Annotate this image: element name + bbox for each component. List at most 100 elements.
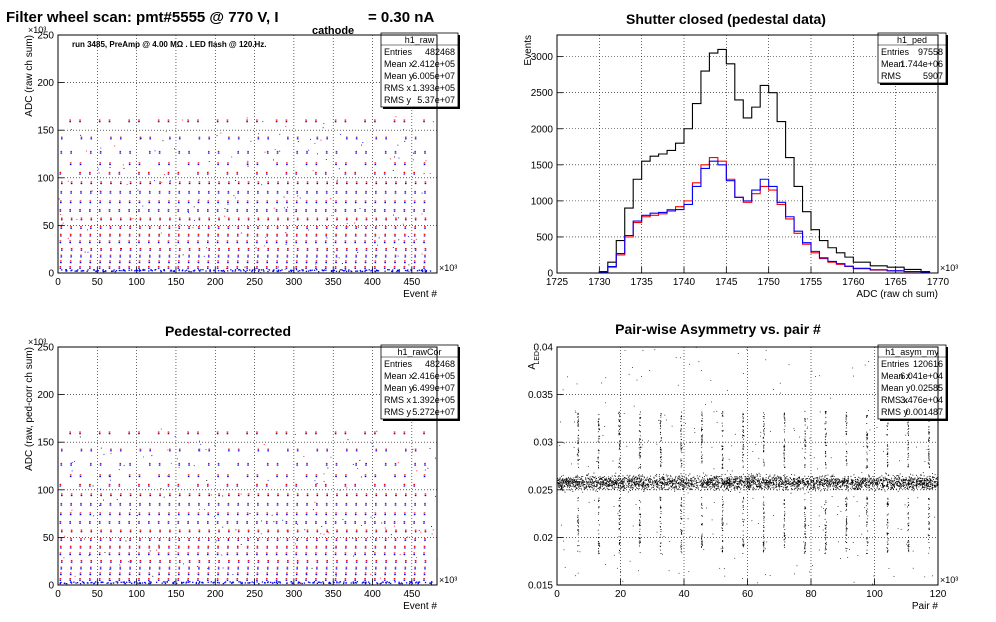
data-point — [578, 486, 580, 488]
data-point — [638, 481, 640, 483]
data-point — [266, 152, 269, 154]
data-point — [138, 431, 140, 433]
data-point — [178, 504, 181, 506]
data-point — [109, 572, 111, 574]
data-point — [247, 190, 249, 193]
data-point — [316, 269, 318, 271]
data-point — [365, 568, 367, 570]
data-point — [373, 551, 375, 552]
data-point — [276, 192, 279, 194]
data-point — [614, 475, 616, 477]
data-point — [174, 148, 176, 150]
data-point — [59, 266, 62, 268]
data-point — [320, 139, 322, 141]
data-point — [730, 475, 732, 477]
data-point — [80, 493, 83, 495]
data-point — [177, 233, 180, 235]
data-point — [635, 489, 637, 491]
data-point — [344, 208, 347, 211]
data-point — [306, 182, 309, 185]
data-point — [157, 552, 160, 554]
data-point — [226, 553, 229, 556]
data-point — [160, 428, 162, 430]
data-point — [751, 473, 752, 475]
data-point — [414, 219, 417, 221]
data-point — [833, 476, 835, 477]
data-point — [404, 475, 406, 478]
data-point — [911, 479, 913, 481]
data-point — [148, 254, 151, 256]
x-tick-label: 1735 — [631, 277, 654, 288]
data-point — [257, 494, 260, 497]
data-point — [218, 249, 220, 251]
data-point — [159, 182, 161, 185]
data-point — [238, 269, 240, 271]
data-point — [922, 480, 924, 482]
data-point — [167, 483, 170, 486]
data-point — [630, 484, 632, 486]
data-point — [277, 182, 279, 185]
data-point — [885, 472, 887, 474]
data-point — [286, 226, 289, 228]
data-point — [118, 240, 121, 242]
y-tick-label: 50 — [43, 221, 55, 232]
data-point — [218, 493, 220, 495]
data-point — [187, 212, 189, 213]
data-point — [886, 478, 888, 480]
data-point — [423, 547, 426, 549]
data-point — [298, 581, 300, 584]
data-point — [306, 566, 308, 568]
data-point — [69, 512, 72, 514]
data-point — [345, 200, 347, 202]
data-point — [139, 539, 141, 541]
data-point — [216, 121, 219, 123]
data-point — [620, 484, 621, 486]
data-point — [423, 208, 425, 211]
data-point — [237, 538, 240, 540]
data-point — [605, 482, 607, 484]
data-point — [295, 553, 298, 556]
data-point — [228, 181, 230, 183]
data-point — [89, 233, 92, 235]
data-point — [364, 162, 367, 164]
data-point — [365, 464, 367, 466]
data-point — [116, 499, 118, 501]
data-point — [118, 171, 121, 174]
data-point — [757, 474, 758, 476]
data-point — [187, 578, 189, 580]
data-point — [70, 219, 73, 221]
data-point — [256, 474, 259, 476]
data-point — [739, 487, 741, 489]
y-tick-label: 0 — [48, 269, 54, 280]
data-point — [208, 219, 211, 221]
data-point — [295, 483, 298, 486]
data-point — [334, 520, 337, 523]
data-point — [771, 483, 773, 485]
data-point — [129, 560, 132, 562]
data-point — [60, 566, 63, 568]
data-point — [394, 538, 397, 540]
data-point — [923, 481, 925, 483]
data-point — [629, 474, 631, 476]
data-point — [246, 233, 249, 235]
data-point — [110, 582, 112, 585]
data-point — [369, 582, 371, 585]
data-point — [207, 581, 209, 584]
data-point — [90, 538, 92, 540]
data-point — [208, 450, 211, 452]
data-point — [372, 445, 374, 447]
data-point — [187, 202, 190, 204]
data-point — [207, 578, 209, 580]
data-point — [128, 240, 130, 242]
data-point — [237, 256, 240, 258]
data-point — [70, 150, 72, 153]
stats-row-value: 1.393e+05 — [412, 83, 455, 93]
data-point — [813, 478, 815, 480]
data-point — [178, 538, 181, 540]
data-point — [158, 547, 160, 549]
data-point — [602, 483, 603, 485]
data-point — [123, 582, 125, 584]
data-point — [354, 261, 357, 264]
data-point — [108, 485, 111, 487]
data-point — [277, 494, 279, 497]
